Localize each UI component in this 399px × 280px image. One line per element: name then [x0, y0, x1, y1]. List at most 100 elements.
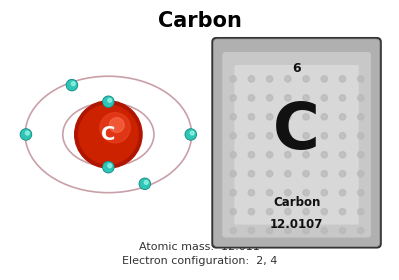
Circle shape: [321, 151, 328, 158]
Text: Carbon: Carbon: [158, 11, 241, 31]
Circle shape: [248, 171, 255, 177]
Text: C: C: [101, 125, 116, 144]
Circle shape: [67, 80, 77, 90]
Circle shape: [230, 133, 236, 139]
FancyBboxPatch shape: [212, 38, 381, 248]
Circle shape: [26, 131, 29, 135]
Circle shape: [340, 190, 346, 196]
Circle shape: [340, 95, 346, 101]
Circle shape: [303, 209, 309, 215]
Circle shape: [230, 227, 236, 234]
Circle shape: [321, 114, 328, 120]
Circle shape: [340, 151, 346, 158]
Circle shape: [75, 101, 142, 168]
Circle shape: [303, 133, 309, 139]
Circle shape: [321, 171, 328, 177]
Circle shape: [303, 76, 309, 82]
Circle shape: [267, 171, 273, 177]
Circle shape: [340, 114, 346, 120]
Circle shape: [340, 76, 346, 82]
Circle shape: [248, 190, 255, 196]
Circle shape: [321, 190, 328, 196]
Circle shape: [71, 82, 75, 86]
Circle shape: [285, 227, 291, 234]
Text: 6: 6: [292, 62, 301, 75]
Text: Atomic mass:  12.011: Atomic mass: 12.011: [139, 242, 260, 252]
Circle shape: [285, 151, 291, 158]
Circle shape: [285, 190, 291, 196]
Circle shape: [267, 151, 273, 158]
Circle shape: [285, 209, 291, 215]
Circle shape: [267, 227, 273, 234]
Circle shape: [79, 105, 138, 164]
Circle shape: [230, 95, 236, 101]
Circle shape: [340, 227, 346, 234]
Circle shape: [321, 95, 328, 101]
Circle shape: [267, 114, 273, 120]
Circle shape: [321, 133, 328, 139]
Circle shape: [285, 171, 291, 177]
Circle shape: [303, 171, 309, 177]
Text: Electron configuration:  2, 4: Electron configuration: 2, 4: [122, 256, 277, 267]
Circle shape: [104, 97, 113, 106]
Circle shape: [321, 227, 328, 234]
Circle shape: [358, 171, 364, 177]
Circle shape: [321, 209, 328, 215]
Circle shape: [140, 179, 150, 188]
Circle shape: [267, 95, 273, 101]
FancyBboxPatch shape: [234, 65, 359, 225]
Circle shape: [100, 113, 130, 143]
Circle shape: [248, 151, 255, 158]
Circle shape: [340, 133, 346, 139]
Circle shape: [103, 162, 114, 173]
Circle shape: [285, 76, 291, 82]
Text: 12.0107: 12.0107: [270, 218, 323, 231]
Circle shape: [248, 95, 255, 101]
Circle shape: [340, 171, 346, 177]
FancyBboxPatch shape: [222, 52, 371, 237]
Circle shape: [267, 76, 273, 82]
Circle shape: [358, 95, 364, 101]
Circle shape: [340, 209, 346, 215]
Circle shape: [230, 190, 236, 196]
Circle shape: [248, 227, 255, 234]
Circle shape: [267, 190, 273, 196]
Circle shape: [230, 114, 236, 120]
Circle shape: [139, 178, 150, 189]
Circle shape: [108, 164, 112, 168]
Circle shape: [303, 227, 309, 234]
Circle shape: [303, 151, 309, 158]
FancyBboxPatch shape: [213, 39, 380, 246]
Circle shape: [321, 76, 328, 82]
Text: Carbon: Carbon: [273, 196, 320, 209]
Circle shape: [230, 151, 236, 158]
Circle shape: [248, 76, 255, 82]
Circle shape: [285, 133, 291, 139]
Circle shape: [303, 190, 309, 196]
Circle shape: [303, 114, 309, 120]
Circle shape: [267, 209, 273, 215]
Circle shape: [109, 118, 124, 132]
Circle shape: [230, 209, 236, 215]
Circle shape: [186, 130, 196, 139]
Circle shape: [267, 133, 273, 139]
Circle shape: [144, 181, 148, 184]
Circle shape: [230, 76, 236, 82]
Circle shape: [358, 151, 364, 158]
Circle shape: [248, 114, 255, 120]
Circle shape: [248, 209, 255, 215]
Circle shape: [358, 227, 364, 234]
Circle shape: [20, 129, 32, 140]
Circle shape: [358, 133, 364, 139]
Circle shape: [21, 130, 31, 139]
Circle shape: [104, 162, 113, 172]
Circle shape: [248, 133, 255, 139]
Circle shape: [185, 129, 196, 140]
Circle shape: [303, 95, 309, 101]
Circle shape: [358, 209, 364, 215]
Circle shape: [230, 171, 236, 177]
Circle shape: [103, 96, 114, 107]
Circle shape: [358, 76, 364, 82]
Circle shape: [108, 99, 112, 102]
Circle shape: [190, 131, 194, 135]
